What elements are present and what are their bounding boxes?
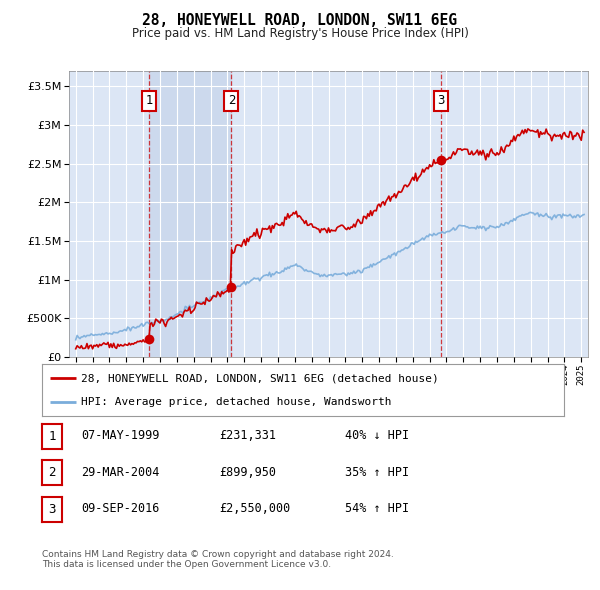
Text: 3: 3 xyxy=(49,503,56,516)
Text: £231,331: £231,331 xyxy=(219,429,276,442)
Text: 1: 1 xyxy=(146,94,153,107)
Text: 07-MAY-1999: 07-MAY-1999 xyxy=(81,429,160,442)
Text: 28, HONEYWELL ROAD, LONDON, SW11 6EG: 28, HONEYWELL ROAD, LONDON, SW11 6EG xyxy=(143,13,458,28)
Text: 09-SEP-2016: 09-SEP-2016 xyxy=(81,502,160,515)
Text: 3: 3 xyxy=(437,94,445,107)
Text: 29-MAR-2004: 29-MAR-2004 xyxy=(81,466,160,478)
Text: 2: 2 xyxy=(227,94,235,107)
Text: HPI: Average price, detached house, Wandsworth: HPI: Average price, detached house, Wand… xyxy=(81,397,392,407)
Text: 28, HONEYWELL ROAD, LONDON, SW11 6EG (detached house): 28, HONEYWELL ROAD, LONDON, SW11 6EG (de… xyxy=(81,373,439,383)
Text: This data is licensed under the Open Government Licence v3.0.: This data is licensed under the Open Gov… xyxy=(42,560,331,569)
Text: 40% ↓ HPI: 40% ↓ HPI xyxy=(345,429,409,442)
Text: 35% ↑ HPI: 35% ↑ HPI xyxy=(345,466,409,478)
Text: Price paid vs. HM Land Registry's House Price Index (HPI): Price paid vs. HM Land Registry's House … xyxy=(131,27,469,40)
Text: Contains HM Land Registry data © Crown copyright and database right 2024.: Contains HM Land Registry data © Crown c… xyxy=(42,550,394,559)
Bar xyxy=(149,71,232,357)
Text: 1: 1 xyxy=(49,430,56,442)
Text: 54% ↑ HPI: 54% ↑ HPI xyxy=(345,502,409,515)
Text: £899,950: £899,950 xyxy=(219,466,276,478)
Text: 2: 2 xyxy=(49,466,56,479)
Text: £2,550,000: £2,550,000 xyxy=(219,502,290,515)
